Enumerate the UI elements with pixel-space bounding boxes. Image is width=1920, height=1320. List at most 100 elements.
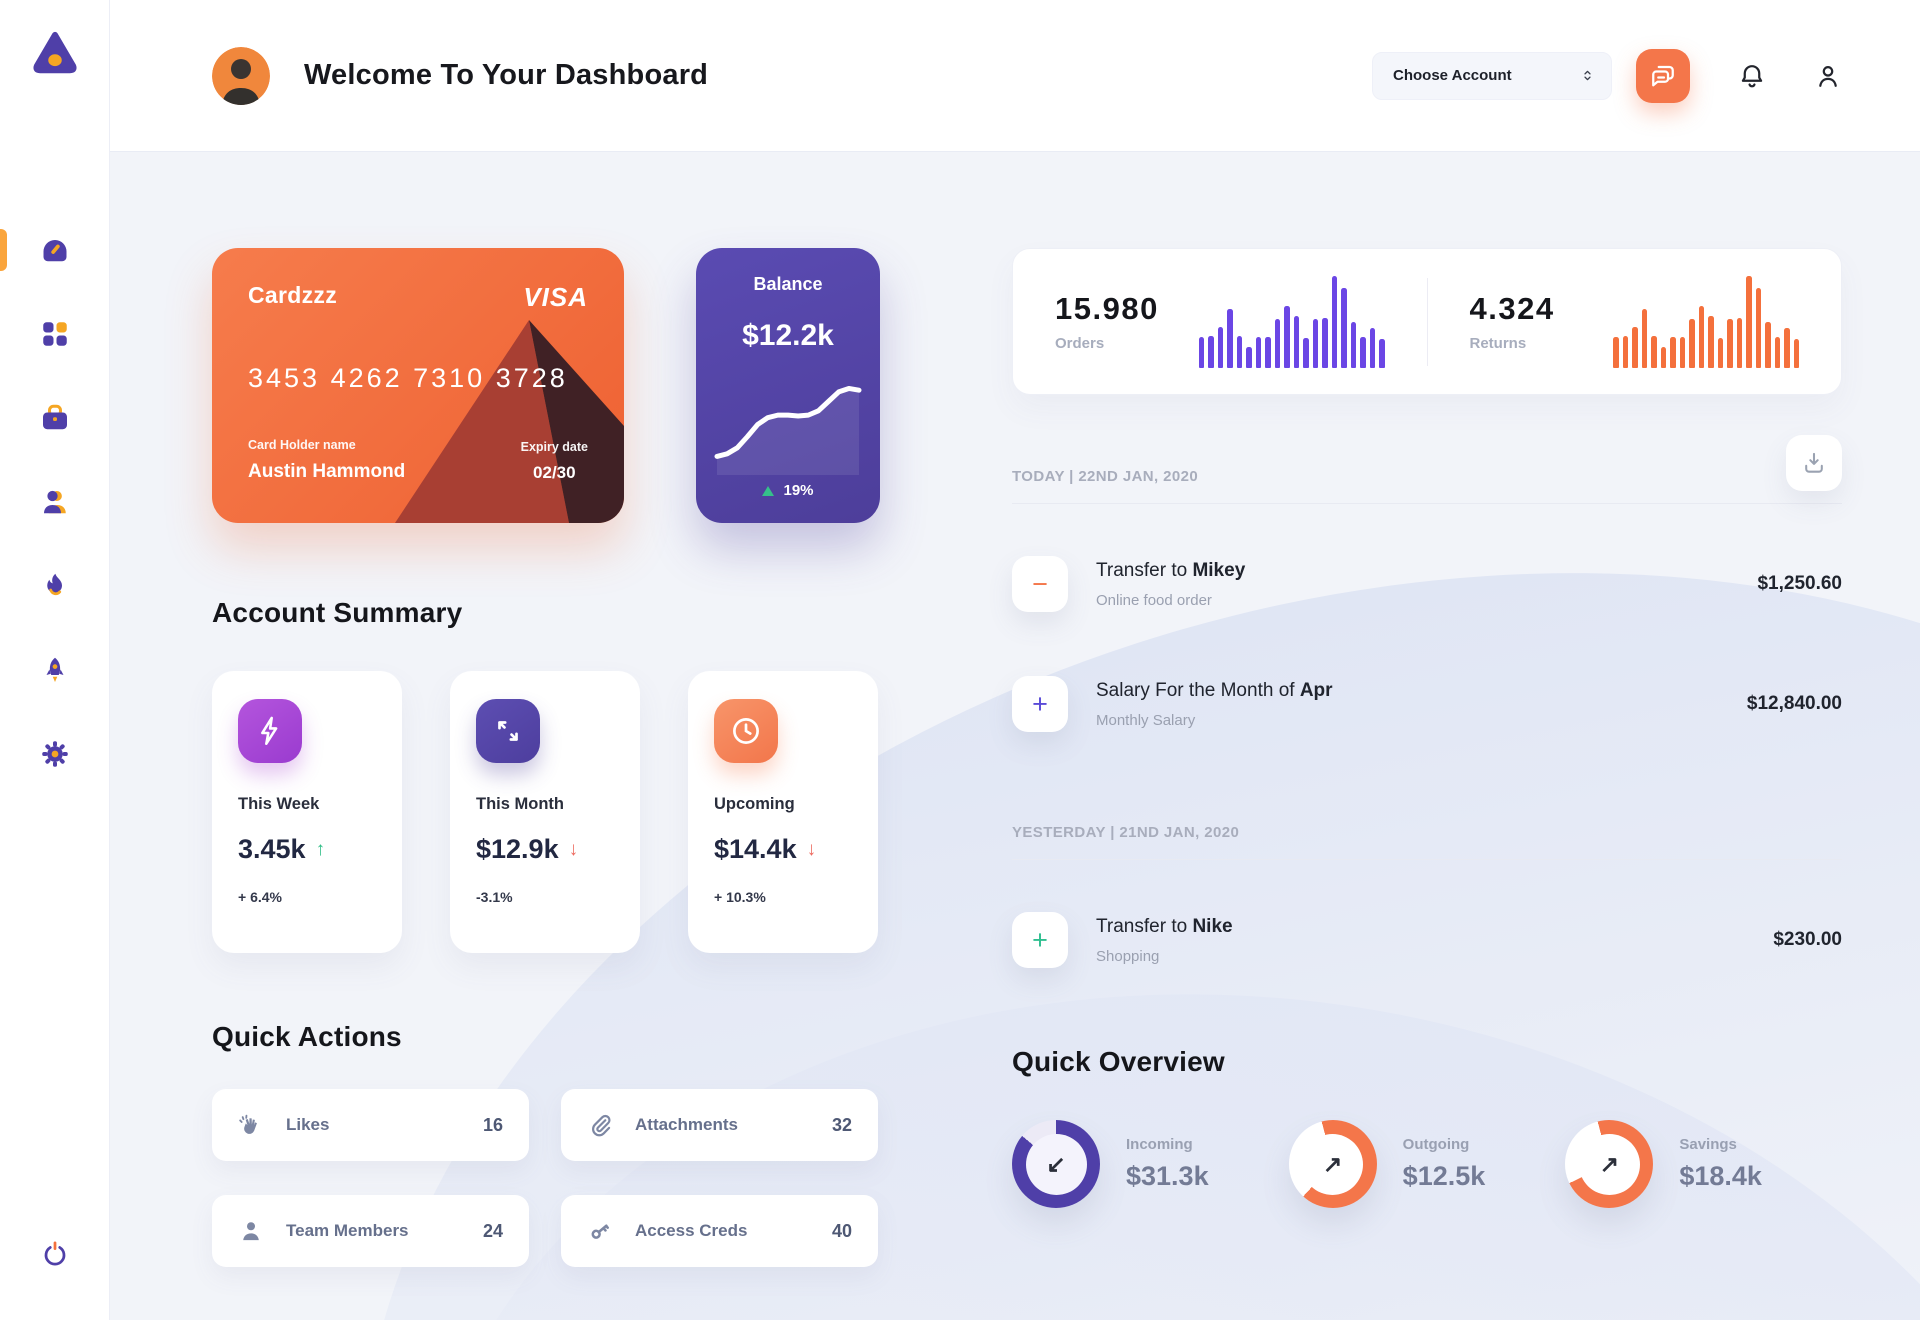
expiry-date: 02/30 — [533, 463, 576, 482]
credit-card[interactable]: Cardzzz VISA 3453 4262 7310 3728 Card Ho… — [212, 248, 624, 523]
overview-incoming: ↙ Incoming $31.3k — [1012, 1120, 1289, 1208]
user-avatar[interactable] — [212, 46, 270, 105]
returns-value: 4.324 — [1469, 291, 1555, 326]
overview-label: Incoming — [1126, 1136, 1193, 1153]
clap-icon — [238, 1112, 264, 1138]
logout-button[interactable] — [40, 1239, 70, 1274]
clock-icon — [733, 718, 759, 744]
sidebar-item-contacts[interactable] — [39, 486, 71, 518]
sidebar-item-apps[interactable] — [39, 318, 71, 350]
page-title: Welcome To Your Dashboard — [304, 59, 709, 91]
arrow-up-icon — [762, 485, 775, 496]
rocket-icon — [46, 657, 63, 682]
quick-action-count: 32 — [831, 1114, 852, 1135]
arrow-down-left-icon: ↙ — [1046, 1150, 1066, 1177]
active-indicator — [0, 229, 7, 271]
right-column: 15.980 Orders 4.324 Returns — [1012, 248, 1842, 1320]
yesterday-heading: YESTERDAY | 21ND JAN, 2020 — [1012, 824, 1240, 841]
minus-icon: − — [1012, 556, 1068, 612]
trend-down-icon: ↓ — [568, 838, 579, 860]
sidebar-item-portfolio[interactable] — [39, 402, 71, 434]
triangle-logo-icon — [32, 31, 77, 74]
card-name: Cardzzz — [248, 282, 338, 308]
quick-overview-title: Quick Overview — [1012, 1046, 1225, 1077]
transaction-row[interactable]: + Transfer to Nike Shopping $230.00 — [1012, 912, 1842, 968]
overview-outgoing: ↗ Outgoing $12.5k — [1288, 1120, 1566, 1208]
messages-button[interactable] — [1636, 48, 1690, 103]
overview-amount: $18.4k — [1679, 1161, 1762, 1191]
notifications-button[interactable] — [1738, 62, 1766, 90]
left-column: Cardzzz VISA 3453 4262 7310 3728 Card Ho… — [212, 248, 880, 1320]
quick-action-likes[interactable]: Likes 16 — [212, 1089, 529, 1161]
balance-title: Balance — [753, 274, 823, 294]
bell-icon — [1741, 64, 1763, 87]
key-icon — [587, 1218, 613, 1244]
summary-label: Upcoming — [714, 795, 795, 813]
overview-label: Savings — [1679, 1136, 1737, 1153]
quick-actions-grid: Likes 16 Attachments 32 — [212, 1089, 880, 1267]
download-icon — [1805, 452, 1823, 473]
balance-card[interactable]: Balance $12.2k 19% — [696, 248, 880, 523]
profile-button[interactable] — [1814, 62, 1842, 90]
expiry-label: Expiry date — [520, 440, 588, 454]
content-area: Welcome To Your Dashboard Choose Account — [110, 0, 1920, 1320]
summary-label: This Week — [238, 795, 320, 813]
transaction-amount: $1,250.60 — [1757, 573, 1842, 594]
quick-action-label: Team Members — [286, 1221, 409, 1240]
summary-value: $14.4k — [714, 834, 797, 864]
trend-down-icon: ↓ — [806, 838, 817, 860]
overview-savings: ↗ Savings $18.4k — [1565, 1120, 1842, 1208]
balance-change: 19% — [783, 482, 814, 499]
balance-amount: $12.2k — [742, 319, 834, 352]
plus-icon: + — [1012, 676, 1068, 732]
returns-bar-chart — [1613, 275, 1799, 368]
quick-action-team-members[interactable]: Team Members 24 — [212, 1195, 529, 1267]
stats-card: 15.980 Orders 4.324 Returns — [1012, 248, 1842, 395]
grid-icon — [42, 322, 67, 346]
gear-icon — [41, 741, 68, 767]
sidebar-item-launch[interactable] — [39, 654, 71, 686]
quick-action-attachments[interactable]: Attachments 32 — [561, 1089, 878, 1161]
transaction-subtitle: Shopping — [1096, 947, 1160, 965]
savings-donut-chart: ↗ — [1565, 1120, 1654, 1208]
person-icon — [43, 490, 66, 514]
account-summary-title: Account Summary — [212, 597, 463, 628]
sidebar-item-dashboard[interactable] — [0, 229, 71, 271]
summary-cards: This Week 3.45k ↑ + 6.4% T — [212, 671, 880, 953]
arrow-up-right-icon: ↗ — [1323, 1150, 1343, 1177]
chevron-updown-icon — [1584, 70, 1591, 81]
card-number: 3453 4262 7310 3728 — [248, 363, 568, 393]
overview-label: Outgoing — [1402, 1136, 1470, 1153]
orders-value: 15.980 — [1055, 291, 1159, 326]
sidebar-nav — [0, 229, 71, 770]
orders-bar-chart — [1198, 275, 1385, 368]
transaction-amount: $230.00 — [1773, 929, 1842, 950]
quick-actions-title: Quick Actions — [212, 1021, 402, 1052]
summary-percent: -3.1% — [476, 889, 513, 905]
transaction-title: Transfer to Nike — [1096, 915, 1233, 937]
transaction-subtitle: Monthly Salary — [1096, 711, 1196, 729]
diagonal-arrows-icon — [498, 721, 518, 741]
quick-action-access-creds[interactable]: Access Creds 40 — [561, 1195, 878, 1267]
transaction-row[interactable]: − Transfer to Mikey Online food order $1… — [1012, 556, 1842, 612]
quick-action-count: 24 — [482, 1220, 503, 1241]
sidebar-item-trending[interactable] — [39, 570, 71, 602]
summary-card-upcoming[interactable]: Upcoming $14.4k ↓ + 10.3% — [688, 671, 878, 953]
arrow-up-right-icon: ↗ — [1599, 1150, 1619, 1177]
summary-card-this-week[interactable]: This Week 3.45k ↑ + 6.4% — [212, 671, 402, 953]
app-logo[interactable] — [30, 28, 80, 78]
pyramid-graphic — [395, 320, 624, 523]
returns-label: Returns — [1469, 335, 1527, 352]
returns-stat: 4.324 Returns — [1428, 249, 1842, 394]
transaction-row[interactable]: + Salary For the Month of Apr Monthly Sa… — [1012, 676, 1842, 732]
choose-account-dropdown[interactable]: Choose Account — [1372, 51, 1612, 100]
transaction-amount: $12,840.00 — [1746, 693, 1842, 714]
quick-action-count: 40 — [831, 1220, 852, 1241]
briefcase-icon — [42, 404, 67, 430]
trend-up-icon: ↑ — [315, 838, 326, 860]
sidebar-item-settings[interactable] — [39, 738, 71, 770]
summary-card-this-month[interactable]: This Month $12.9k ↓ -3.1% — [450, 671, 640, 953]
flame-icon — [46, 573, 62, 596]
download-button[interactable] — [1786, 435, 1842, 491]
card-holder-name: Austin Hammond — [248, 461, 406, 482]
